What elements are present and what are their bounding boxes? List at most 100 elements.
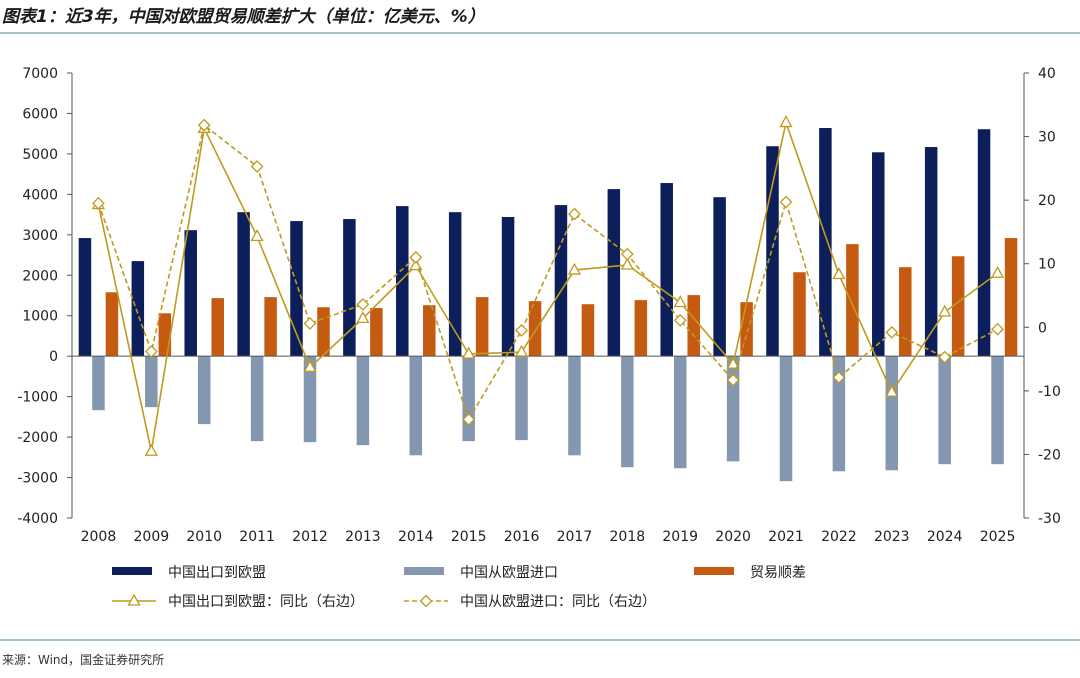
x-tick-label: 2016 (504, 529, 540, 545)
left-tick-label: -4000 (17, 511, 58, 527)
left-tick-label: 2000 (22, 268, 58, 284)
x-tick-label: 2013 (345, 529, 381, 545)
point-triangle-2017 (567, 262, 582, 275)
bar-2025 (991, 356, 1004, 465)
bar-2023 (885, 356, 899, 471)
legend-swatch (404, 567, 444, 575)
bar-2009 (131, 261, 145, 357)
bar-2024 (951, 256, 965, 357)
point-diamond-2025 (991, 322, 1004, 336)
point-triangle-2009 (144, 443, 158, 456)
bar-2015 (462, 356, 475, 442)
left-tick-label: -3000 (17, 471, 58, 487)
legend-marker-triangle (127, 593, 141, 606)
bar-2015 (475, 297, 489, 357)
left-tick-label: 4000 (22, 187, 58, 203)
bar-2019 (687, 295, 700, 357)
point-diamond-2014 (409, 250, 423, 264)
bar-2022 (846, 244, 859, 357)
x-tick-label: 2018 (610, 529, 646, 545)
point-triangle-2019 (673, 295, 687, 308)
x-tick-label: 2021 (768, 529, 804, 545)
line-series-1 (97, 123, 998, 422)
point-diamond-2020 (726, 373, 740, 387)
x-tick-label: 2010 (186, 529, 222, 545)
bar-2021 (779, 356, 793, 482)
bar-2022 (819, 128, 832, 357)
point-diamond-2017 (568, 207, 581, 221)
bar-2011 (264, 297, 277, 357)
x-tick-label: 2014 (398, 529, 434, 545)
bar-2021 (793, 272, 806, 357)
point-diamond-2018 (620, 247, 634, 261)
point-diamond-2013 (356, 297, 370, 311)
point-diamond-2021 (779, 195, 793, 209)
point-triangle-2018 (620, 257, 634, 270)
bar-2014 (423, 305, 436, 357)
bar-2020 (740, 302, 753, 357)
bar-2021 (766, 146, 779, 357)
point-diamond-2015 (462, 413, 476, 426)
legend-marker-diamond (419, 594, 433, 608)
x-tick-label: 2022 (821, 529, 857, 545)
bar-2020 (726, 356, 740, 462)
left-tick-label: 0 (49, 349, 58, 365)
bar-2019 (673, 356, 687, 469)
right-tick-label: -30 (1038, 511, 1061, 527)
bar-2008 (78, 238, 92, 357)
left-tick-label: 1000 (22, 309, 58, 325)
bar-2025 (1004, 238, 1018, 357)
point-diamond-2016 (515, 324, 528, 337)
point-diamond-2024 (938, 350, 952, 364)
bar-2009 (145, 356, 158, 408)
legend-label: 中国从欧盟进口 (460, 565, 558, 581)
x-tick-label: 2020 (715, 529, 751, 545)
chart-title: 图表1：近3年，中国对欧盟贸易顺差扩大（单位：亿美元、%） (2, 7, 485, 27)
x-tick-label: 2025 (980, 529, 1016, 545)
left-tick-label: 3000 (22, 228, 58, 244)
x-tick-label: 2011 (239, 529, 275, 545)
bar-2013 (370, 308, 383, 357)
bar-2024 (924, 147, 938, 357)
bar-2017 (554, 205, 568, 357)
bar-2025 (977, 129, 991, 357)
x-tick-label: 2017 (557, 529, 593, 545)
right-tick-label: 20 (1038, 193, 1056, 209)
bar-2019 (660, 183, 673, 357)
bar-2015 (448, 212, 462, 357)
bar-2014 (396, 206, 409, 357)
point-diamond-2019 (673, 313, 687, 327)
bar-2023 (872, 152, 885, 357)
bar-2017 (581, 304, 595, 357)
line-series-0 (97, 119, 999, 452)
x-tick-label: 2009 (134, 529, 170, 545)
x-tick-label: 2019 (662, 529, 698, 545)
bar-2010 (211, 298, 224, 357)
point-triangle-2014 (409, 258, 423, 271)
bar-2016 (501, 217, 515, 357)
left-tick-label: 5000 (22, 147, 58, 163)
right-tick-label: 0 (1038, 320, 1047, 336)
left-tick-label: 7000 (22, 66, 58, 82)
bar-2010 (197, 356, 211, 425)
point-triangle-2011 (250, 229, 264, 242)
bar-2008 (92, 356, 105, 411)
bar-2013 (356, 356, 370, 446)
x-tick-label: 2023 (874, 529, 910, 545)
left-tick-label: -1000 (17, 390, 58, 406)
point-diamond-2012 (303, 317, 317, 330)
plot-area: 7000 6000 5000 4000 3000 2000 1000 0 -1000 -2000 -… (17, 66, 1061, 545)
point-triangle-2012 (303, 359, 317, 372)
bar-2017 (568, 356, 581, 456)
bar-2012 (290, 221, 303, 357)
point-triangle-2020 (726, 356, 740, 369)
point-triangle-2024 (938, 304, 952, 317)
legend-swatch (694, 567, 734, 575)
bar-2016 (528, 301, 542, 357)
legend-label: 中国出口到欧盟 (168, 565, 266, 581)
point-triangle-2016 (514, 344, 529, 357)
right-tick-label: -20 (1038, 447, 1061, 463)
bar-2011 (237, 212, 250, 357)
